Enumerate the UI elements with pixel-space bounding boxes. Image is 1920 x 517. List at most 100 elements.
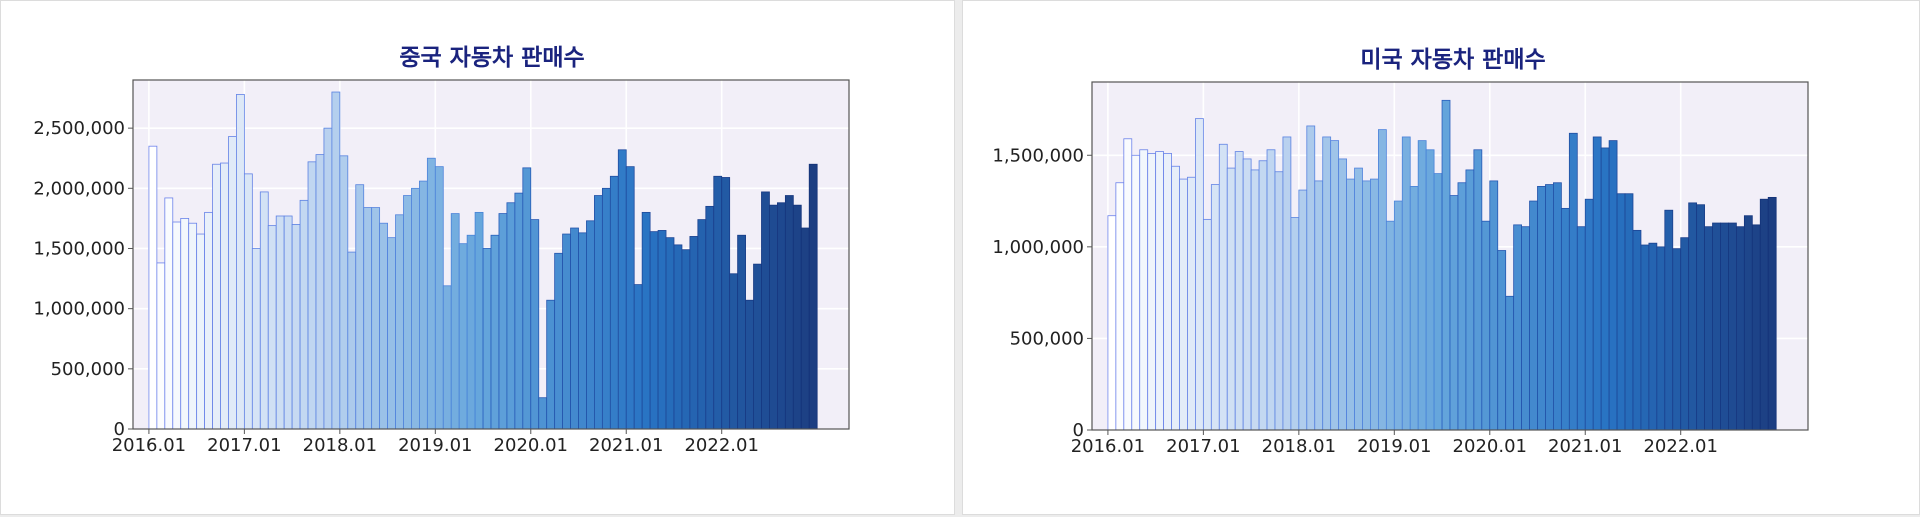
y-tick-label: 1,500,000 xyxy=(33,238,125,259)
bar-2017.03 xyxy=(259,191,269,430)
bar-2019.03 xyxy=(1409,185,1419,431)
bar-2018.06 xyxy=(1338,158,1347,431)
bar-2017.07 xyxy=(291,224,301,430)
bar-2017.06 xyxy=(283,215,293,430)
bar-2021.07 xyxy=(673,244,683,430)
bar-2019.05 xyxy=(1425,149,1435,431)
x-tick-label: 2016.01 xyxy=(112,435,186,456)
bar-2018.11 xyxy=(418,180,428,430)
bar-2019.10 xyxy=(506,202,516,430)
bar-2016.10 xyxy=(220,162,229,430)
bar-2018.01 xyxy=(1298,189,1308,431)
bar-2016.01 xyxy=(148,145,158,430)
plot-frame xyxy=(1091,81,1809,431)
plot-frame xyxy=(132,79,850,430)
bar-2019.05 xyxy=(466,234,476,430)
y-tick-label: 0 xyxy=(1073,420,1084,441)
bar-2021.06 xyxy=(665,237,675,430)
bar-2017.04 xyxy=(1226,167,1236,431)
x-tick-label: 2019.01 xyxy=(1357,436,1431,457)
chart-title: 중국 자동차 판매수 xyxy=(399,45,584,71)
bar-2017.11 xyxy=(1282,136,1292,431)
bar-2022.07 xyxy=(1728,222,1737,431)
bar-2021.04 xyxy=(1608,140,1618,431)
bar-2022.03 xyxy=(737,234,746,430)
bar-2017.07 xyxy=(1250,169,1260,431)
bar-2018.05 xyxy=(1330,140,1340,431)
y-tick-label: 1,500,000 xyxy=(992,145,1084,166)
bar-2018.02 xyxy=(1306,125,1316,431)
bar-2018.05 xyxy=(371,207,381,430)
x-tick-label: 2019.01 xyxy=(398,435,472,456)
bar-2020.06 xyxy=(570,227,579,430)
bar-2019.12 xyxy=(1481,220,1491,431)
bar-2016.09 xyxy=(212,163,221,430)
bar-2021.01 xyxy=(625,166,635,430)
bar-2021.11 xyxy=(705,205,715,430)
bar-2016.05 xyxy=(1139,149,1149,431)
bar-2022.11 xyxy=(1759,198,1769,431)
bar-2020.04 xyxy=(554,252,564,430)
bar-2020.07 xyxy=(578,232,587,430)
bar-2022.05 xyxy=(1712,222,1721,431)
bar-2020.03 xyxy=(546,299,556,430)
bar-2019.03 xyxy=(450,213,460,430)
bar-2017.08 xyxy=(299,199,309,430)
bar-2017.05 xyxy=(275,215,285,430)
x-tick-label: 2020.01 xyxy=(1453,436,1527,457)
x-tick-label: 2022.01 xyxy=(1643,436,1717,457)
bar-2018.08 xyxy=(1354,167,1363,431)
bar-2020.07 xyxy=(1537,185,1546,431)
bar-2016.02 xyxy=(1115,182,1125,431)
bar-2018.09 xyxy=(1362,180,1371,431)
bar-2020.05 xyxy=(1521,226,1530,431)
bar-2016.04 xyxy=(172,221,182,430)
bar-2021.12 xyxy=(713,175,723,430)
bar-2017.12 xyxy=(1290,217,1300,431)
bar-2019.02 xyxy=(442,285,452,430)
bar-2018.11 xyxy=(1377,129,1387,431)
bar-2020.01 xyxy=(530,219,540,430)
bar-2019.06 xyxy=(1433,173,1443,431)
bar-2016.03 xyxy=(164,197,174,430)
y-tick-label: 1,000,000 xyxy=(992,237,1084,258)
x-tick-label: 2018.01 xyxy=(303,435,377,456)
bar-2020.04 xyxy=(1513,224,1523,431)
bar-2016.06 xyxy=(1147,153,1157,431)
bar-2021.10 xyxy=(697,219,707,430)
bar-2018.04 xyxy=(363,207,373,430)
bar-2020.08 xyxy=(586,220,595,430)
bar-2019.02 xyxy=(1401,136,1411,431)
bar-2021.08 xyxy=(681,249,691,430)
bar-2017.08 xyxy=(1258,160,1268,431)
bar-2018.02 xyxy=(347,251,357,430)
bar-2019.11 xyxy=(1473,149,1483,431)
bar-2022.03 xyxy=(1696,204,1705,431)
bar-2018.03 xyxy=(1314,180,1324,431)
bar-2022.12 xyxy=(808,163,818,430)
bar-2019.08 xyxy=(490,234,500,430)
bar-2022.06 xyxy=(761,191,770,430)
bar-2017.01 xyxy=(243,173,253,430)
bar-2022.02 xyxy=(729,273,739,430)
bar-2021.02 xyxy=(633,284,643,430)
bar-2020.05 xyxy=(562,233,571,430)
x-tick-label: 2020.01 xyxy=(494,435,568,456)
bar-2022.04 xyxy=(745,299,754,430)
bar-2017.02 xyxy=(251,248,261,430)
bar-2022.08 xyxy=(777,202,786,430)
bar-2018.10 xyxy=(411,187,420,430)
bar-2022.09 xyxy=(784,195,794,430)
bar-2019.07 xyxy=(1441,99,1451,431)
bar-2019.10 xyxy=(1465,169,1475,431)
bar-2016.07 xyxy=(196,233,205,430)
bar-2021.09 xyxy=(689,236,699,430)
bar-2022.12 xyxy=(1767,196,1777,431)
bar-2021.06 xyxy=(1624,193,1634,431)
bar-2022.01 xyxy=(1680,237,1690,431)
bar-2017.06 xyxy=(1242,158,1252,431)
bar-2016.07 xyxy=(1155,151,1164,431)
y-tick-label: 0 xyxy=(114,419,125,440)
bar-2022.10 xyxy=(792,204,802,430)
bar-2016.06 xyxy=(188,222,198,430)
